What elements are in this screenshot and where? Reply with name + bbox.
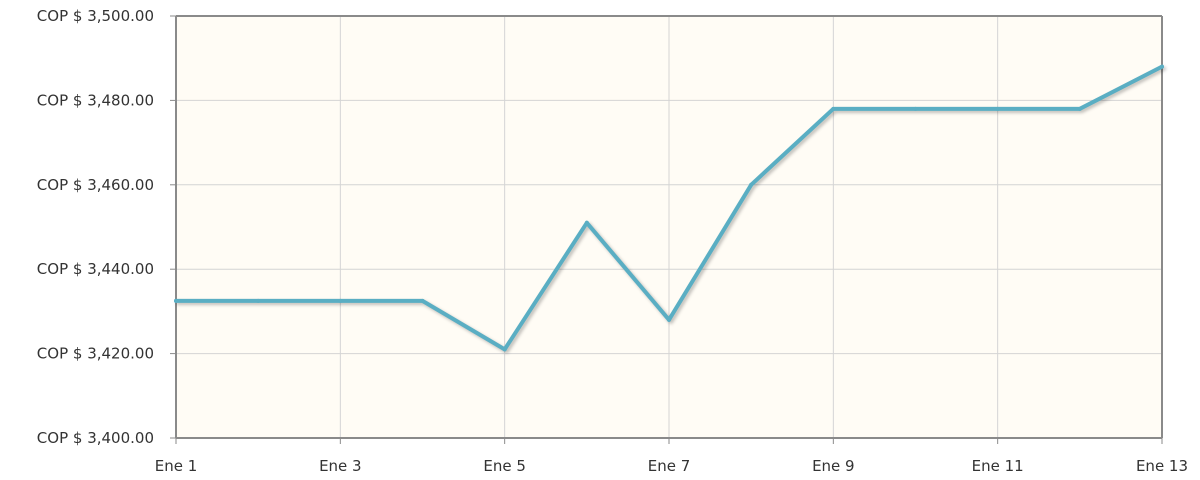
data-point [584, 220, 589, 225]
series-layer [174, 64, 1164, 352]
y-tick-label: COP $ 3,440.00 [37, 260, 154, 278]
data-point [913, 106, 918, 111]
axes [170, 15, 1163, 444]
x-tick-label: Ene 7 [648, 457, 691, 475]
x-tick-label: Ene 9 [812, 457, 855, 475]
x-tick-label: Ene 5 [483, 457, 526, 475]
tick-labels: COP $ 3,400.00 COP $ 3,420.00 COP $ 3,440.… [37, 7, 1188, 475]
data-point [174, 298, 178, 303]
data-point [256, 298, 261, 303]
data-point [667, 317, 671, 322]
data-point [1077, 106, 1082, 111]
data-point [831, 106, 836, 111]
x-tick-label: Ene 3 [319, 457, 362, 475]
data-point [995, 106, 1000, 111]
y-tick-label: COP $ 3,420.00 [37, 345, 154, 363]
x-tick-label: Ene 1 [155, 457, 198, 475]
data-point [1160, 64, 1164, 69]
data-point [338, 298, 343, 303]
data-point [420, 298, 425, 303]
y-tick-label: COP $ 3,400.00 [37, 429, 154, 447]
x-tick-label: Ene 11 [972, 457, 1024, 475]
data-point [502, 347, 507, 352]
y-tick-label: COP $ 3,480.00 [37, 91, 154, 109]
gridlines [176, 16, 1162, 438]
data-point [749, 182, 754, 187]
y-tick-label: COP $ 3,500.00 [37, 7, 154, 25]
x-tick-label: Ene 13 [1136, 457, 1188, 475]
y-tick-label: COP $ 3,460.00 [37, 176, 154, 194]
